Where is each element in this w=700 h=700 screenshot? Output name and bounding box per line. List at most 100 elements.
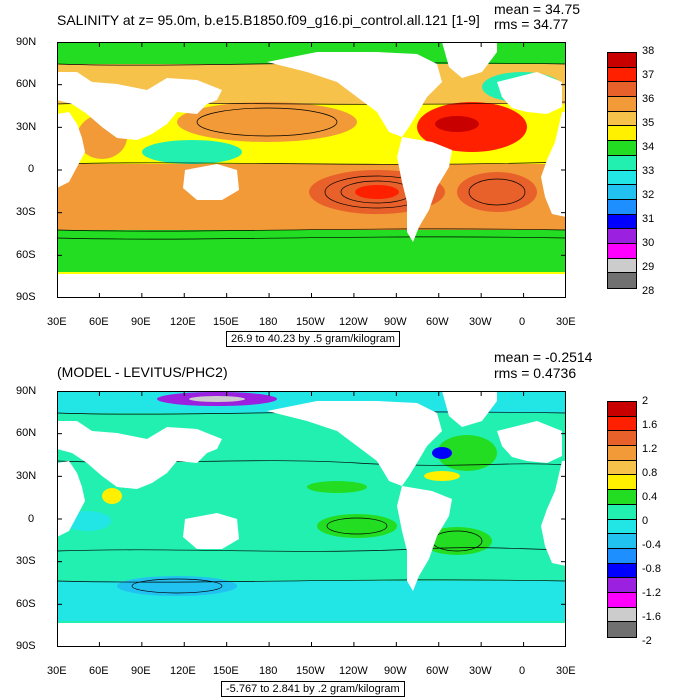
lon-label: 120W <box>339 316 368 328</box>
colorbar-swatch <box>608 607 636 623</box>
colorbar-swatch <box>608 82 636 98</box>
bottom-map-ticks <box>57 391 566 647</box>
lon-label: 30W <box>469 316 492 328</box>
lat-label: 90N <box>16 385 37 397</box>
africa-landmass <box>57 461 85 537</box>
south-pacific-anomaly <box>317 514 397 538</box>
top-panel-title: SALINITY at z= 95.0m, b.e15.B1850.f09_g1… <box>57 12 480 28</box>
lat-label: 0 <box>28 513 35 525</box>
colorbar-swatch <box>608 126 636 142</box>
colorbar-label: -2 <box>642 635 652 647</box>
colorbar-swatch <box>608 622 636 637</box>
greenland-landmass <box>442 391 497 427</box>
colorbar-swatch <box>608 431 636 447</box>
colorbar-swatch <box>608 460 636 476</box>
colorbar-swatch <box>608 170 636 186</box>
colorbar-swatch <box>608 504 636 520</box>
colorbar-label: 29 <box>642 261 655 273</box>
europe-landmass <box>497 72 562 114</box>
north-america-landmass <box>267 52 442 137</box>
colorbar-swatch <box>608 446 636 461</box>
red-sea-anomaly <box>102 488 122 504</box>
colorbar-label: 31 <box>642 213 655 225</box>
lon-label: 30E <box>556 316 576 328</box>
lat-label: 90N <box>16 36 37 48</box>
lat-label: 60N <box>16 427 37 439</box>
lat-label: 90S <box>16 640 36 652</box>
asia-landmass <box>57 421 222 489</box>
colorbar-swatch <box>608 592 636 608</box>
lon-label: 120E <box>170 665 196 677</box>
lat-label: 60N <box>16 78 37 90</box>
south-atlantic-high <box>457 172 537 212</box>
top-range-note: 26.9 to 40.23 by .5 gram/kilogram <box>226 331 400 347</box>
lon-label: 150W <box>296 665 325 677</box>
top-mean: mean = 34.75 <box>494 1 581 17</box>
equatorial-pacific-anomaly <box>307 481 367 493</box>
top-map-ticks <box>57 42 566 298</box>
lon-label: 30E <box>47 665 67 677</box>
africa-east-landmass <box>541 112 566 217</box>
colorbar-label: 28 <box>642 285 655 297</box>
africa-landmass <box>57 112 85 188</box>
south-america-landmass <box>397 486 452 591</box>
colorbar-label: 2 <box>642 395 649 407</box>
antarctica-landmass <box>57 274 566 298</box>
north-america-landmass <box>267 401 442 486</box>
colorbar-label: 35 <box>642 117 655 129</box>
lat-label: 0 <box>28 163 35 175</box>
lon-label: 150E <box>213 316 239 328</box>
lon-label: 120W <box>339 665 368 677</box>
lon-label: 30W <box>469 665 492 677</box>
lon-label: 60W <box>426 665 449 677</box>
lat-label: 30S <box>16 206 36 218</box>
colorbar-label: 30 <box>642 237 655 249</box>
colorbar-label: 0.8 <box>642 467 658 479</box>
colorbar-swatch <box>608 402 636 417</box>
colorbar-swatch <box>608 548 636 564</box>
colorbar-swatch <box>608 578 636 593</box>
lon-label: 0 <box>519 316 526 328</box>
bottom-colorbar <box>607 401 637 638</box>
colorbar-label: 1.2 <box>642 443 658 455</box>
land-masses <box>57 42 566 298</box>
lon-label: 150W <box>296 316 325 328</box>
colorbar-swatch <box>608 475 636 491</box>
colorbar-swatch <box>608 53 636 68</box>
colorbar-label: -0.8 <box>642 563 661 575</box>
colorbar-swatch <box>608 229 636 244</box>
land-masses <box>57 391 566 647</box>
antarctica-landmass <box>57 623 566 647</box>
lon-label: 60E <box>89 316 109 328</box>
north-atlantic-anomaly <box>437 435 497 471</box>
bottom-difference-map <box>57 391 566 647</box>
colorbar-swatch <box>608 67 636 83</box>
colorbar-swatch <box>608 111 636 127</box>
southern-ocean-band <box>57 230 566 272</box>
colorbar-swatch <box>608 273 636 288</box>
lat-label: 60S <box>16 598 36 610</box>
lon-label: 90E <box>131 665 151 677</box>
north-pacific-high <box>177 102 357 142</box>
colorbar-label: 0 <box>642 515 649 527</box>
colorbar-swatch <box>608 534 636 549</box>
lon-label: 90E <box>131 316 151 328</box>
lon-label: 30E <box>47 316 67 328</box>
asia-landmass <box>57 72 222 140</box>
colorbar-swatch <box>608 199 636 215</box>
colorbar-label: 33 <box>642 165 655 177</box>
australia-landmass <box>183 164 239 200</box>
lon-label: 90W <box>384 316 407 328</box>
colorbar-swatch <box>608 214 636 230</box>
bottom-range-note: -5.767 to 2.841 by .2 gram/kilogram <box>221 681 405 697</box>
australia-landmass <box>183 513 239 549</box>
bottom-rms: rms = 0.4736 <box>494 365 577 381</box>
lon-label: 150E <box>213 665 239 677</box>
europe-landmass <box>497 421 562 463</box>
lon-label: 30E <box>556 665 576 677</box>
top-colorbar <box>607 52 637 289</box>
colorbar-swatch <box>608 243 636 259</box>
labrador-anomaly <box>432 447 452 459</box>
colorbar-swatch <box>608 416 636 432</box>
colorbar-label: 32 <box>642 189 655 201</box>
